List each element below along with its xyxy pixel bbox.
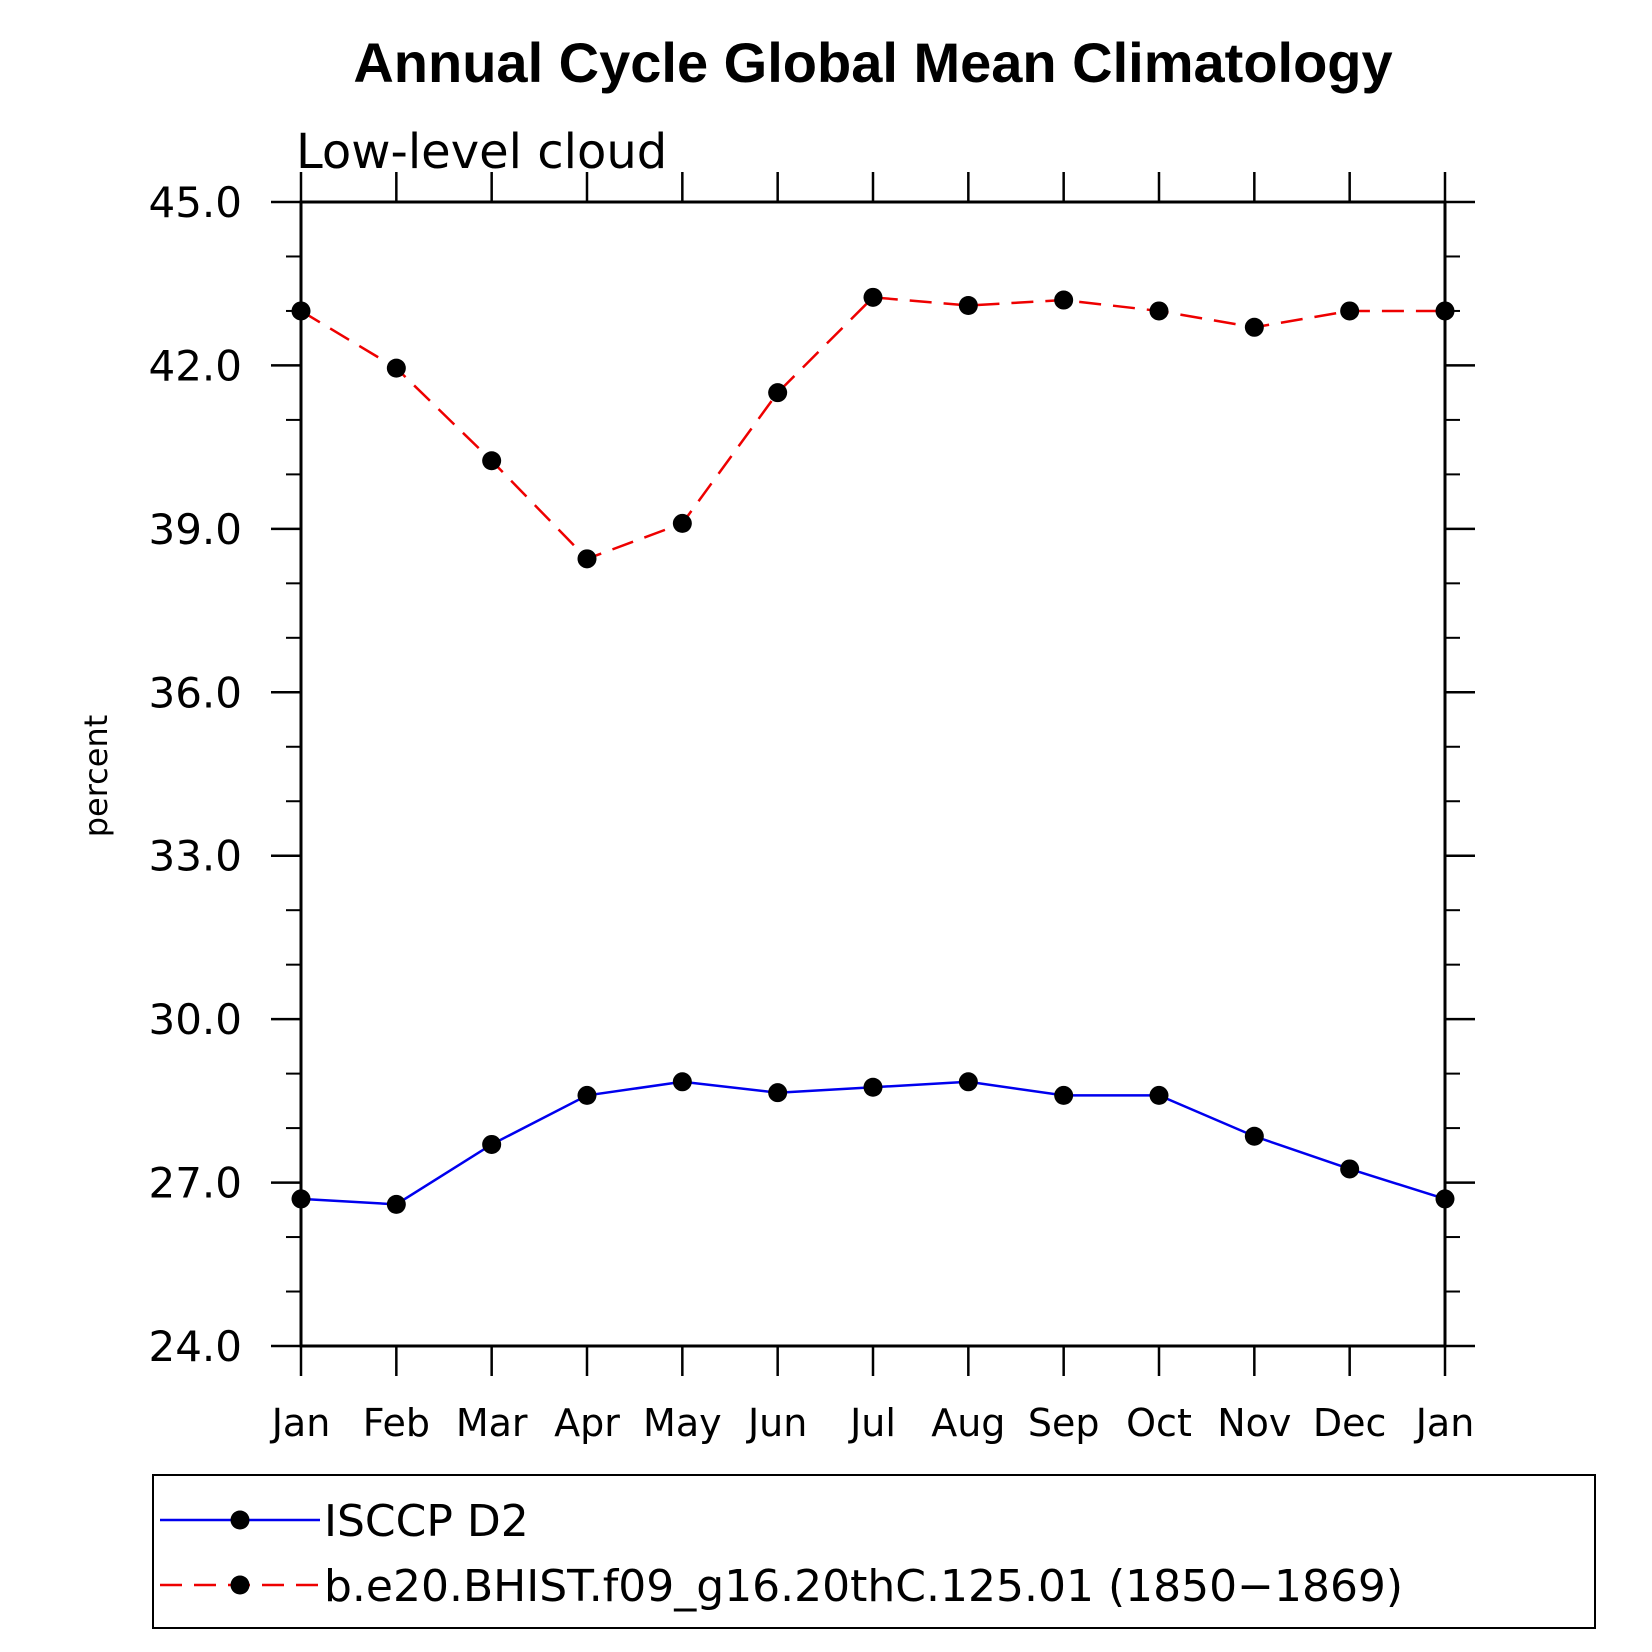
legend-label-1: ISCCP D2 [324,1496,529,1547]
data-point [1149,1085,1169,1105]
data-point [386,358,406,378]
y-tick-label: 24.0 [148,1322,242,1371]
data-point [1435,301,1455,321]
axes: 24.0 27.0 30.0 33.0 36.0 39.0 42.0 45.0 Jan Feb Ma… [148,172,1475,1445]
x-tick-label: Jun [746,1401,807,1445]
data-point [482,451,502,471]
data-point [291,1189,311,1209]
data-point [863,287,883,307]
data-point [768,1083,788,1103]
x-tick-label: May [643,1401,722,1445]
data-point [1244,1126,1264,1146]
legend-label-2: b.e20.BHIST.f09_g16.20thC.125.01 (1850−1… [324,1561,1403,1612]
y-tick-label: 33.0 [148,832,242,881]
legend-marker-1 [230,1510,250,1530]
y-tick-label: 45.0 [148,178,242,227]
x-tick-label: Nov [1217,1401,1291,1445]
data-point [863,1077,883,1097]
x-tick-label: Sep [1028,1401,1100,1445]
x-tick-label: Dec [1313,1401,1387,1445]
data-point [1054,290,1074,310]
data-point [958,296,978,316]
chart-title: Annual Cycle Global Mean Climatology [353,31,1392,94]
x-tick-label: Aug [931,1401,1005,1445]
data-point [1054,1085,1074,1105]
data-point [291,301,311,321]
data-point [768,383,788,403]
data-point [482,1134,502,1154]
y-tick-label: 42.0 [148,341,242,390]
data-point [672,1072,692,1092]
y-axis-label: percent [77,715,115,838]
data-point [958,1072,978,1092]
data-point [1149,301,1169,321]
x-tick-label: Mar [456,1401,528,1445]
x-tick-label: Apr [554,1401,620,1445]
legend-marker-2 [230,1575,250,1595]
legend-box [152,1474,1596,1629]
chart-subtitle: Low-level cloud [296,124,667,180]
x-tick-label: Feb [363,1401,430,1445]
data-point [1340,1159,1360,1179]
legend: ISCCP D2 b.e20.BHIST.f09_g16.20thC.125.01… [160,1496,1403,1612]
y-tick-label: 39.0 [148,505,242,554]
data-point [1244,317,1264,337]
data-point [577,1085,597,1105]
y-tick-label: 27.0 [148,1159,242,1208]
data-point [672,513,692,533]
x-tick-label: Jan [270,1401,331,1445]
data-point [1340,301,1360,321]
y-tick-label: 36.0 [148,668,242,717]
data-point [1435,1189,1455,1209]
series-layer [291,287,1455,1214]
data-point [577,549,597,569]
x-tick-label: Oct [1126,1401,1192,1445]
data-point [386,1194,406,1214]
y-tick-label: 30.0 [148,995,242,1044]
x-tick-label: Jul [848,1401,896,1445]
x-tick-label: Jan [1414,1401,1475,1445]
